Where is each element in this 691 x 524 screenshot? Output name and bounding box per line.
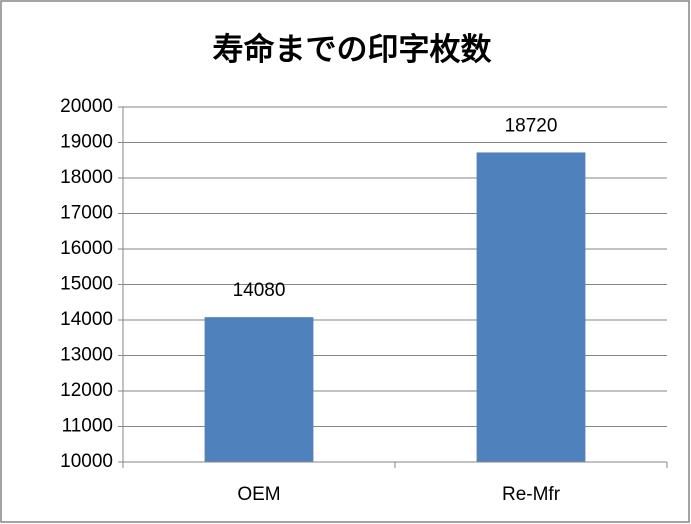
data-label: 14080: [233, 280, 286, 301]
y-tick-label: 12000: [60, 380, 113, 401]
y-tick-label: 17000: [60, 203, 113, 224]
y-tick-label: 14000: [60, 309, 113, 330]
y-tick-label: 15000: [60, 274, 113, 295]
bar: [204, 317, 314, 462]
bar: [476, 152, 586, 462]
y-tick-label: 10000: [60, 451, 113, 472]
x-tick-label: Re-Mfr: [502, 484, 561, 505]
y-tick-label: 11000: [62, 416, 113, 437]
y-tick-label: 13000: [60, 345, 113, 366]
y-tick-label: 18000: [60, 167, 113, 188]
y-tick-label: 19000: [60, 132, 113, 153]
data-label: 18720: [505, 115, 558, 136]
y-tick-label: 20000: [60, 96, 113, 117]
y-tick-label: 16000: [60, 238, 113, 259]
chart-title: 寿命までの印字枚数: [213, 32, 492, 67]
x-tick-label: OEM: [237, 484, 280, 505]
